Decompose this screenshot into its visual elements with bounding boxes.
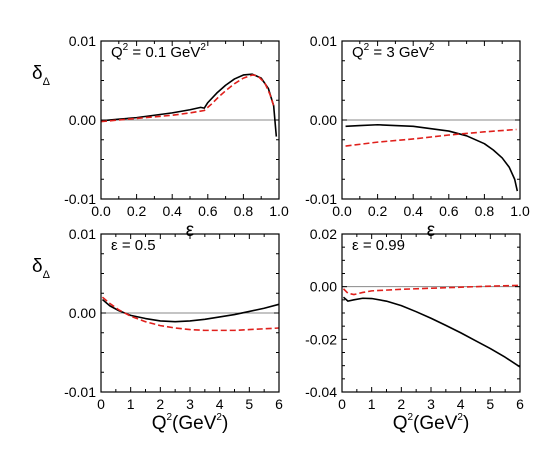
x-axis-label-superscript: 2 (216, 412, 222, 423)
x-tick-label: 6 (516, 396, 524, 412)
annotation-text: Q (111, 44, 123, 61)
x-tick-label: 0.8 (475, 203, 495, 219)
y-tick-label: -0.04 (305, 384, 337, 400)
x-axis-label-text: ) (463, 413, 469, 434)
y-axis-label: δΔ (32, 63, 51, 88)
x-tick-label: 5 (245, 396, 253, 412)
x-axis-label: ε (186, 220, 195, 241)
x-axis-label-text: (GeV (413, 413, 458, 434)
y-tick-label: 0.02 (310, 226, 337, 242)
x-axis-label: ε (427, 220, 436, 241)
chart-panel-bottom-left: 0 1 2 3 4 5 6-0.010.000.01ε = 0.5Q2(GeV2)δΔ (32, 226, 283, 434)
x-axis-label-text: ) (222, 413, 228, 434)
y-tick-label: -0.01 (64, 384, 96, 400)
y-tick-label: 0.01 (69, 226, 96, 242)
series-line-solid (100, 73, 278, 137)
y-axis-label: δΔ (32, 256, 51, 281)
y-tick-label: 0.00 (310, 112, 337, 128)
y-tick-label: -0.02 (305, 331, 337, 347)
y-tick-label: 0.00 (69, 305, 96, 321)
x-tick-label: 5 (486, 396, 494, 412)
x-tick-label: 2 (156, 396, 164, 412)
x-axis-label-text: Q (152, 413, 167, 434)
x-tick-label: 0 (97, 396, 105, 412)
x-axis-label-text: (GeV (172, 413, 217, 434)
annotation-text: ε = 0.5 (111, 237, 156, 254)
x-axis-label-superscript: 2 (166, 412, 172, 423)
panel-annotation: ε = 0.5 (111, 237, 156, 254)
chart-panel-bottom-right: 0 1 2 3 4 5 6-0.04-0.020.000.02ε = 0.99Q2(GeV2… (305, 226, 524, 434)
x-tick-label: 4 (457, 396, 465, 412)
x-axis-label-superscript: 2 (407, 412, 413, 423)
x-tick-label: 4 (216, 396, 224, 412)
annotation-text: = 0.1 GeV (128, 44, 200, 61)
series-line-solid (101, 298, 280, 323)
y-tick-label: -0.01 (64, 191, 96, 207)
x-tick-label: 0.0 (91, 203, 111, 219)
x-axis-label: Q2(GeV2) (152, 412, 229, 434)
y-tick-label: 0.01 (310, 33, 337, 49)
x-tick-label: 0.6 (198, 203, 218, 219)
x-axis-label-text: ε (186, 220, 195, 241)
y-axis-label-text: δ (32, 256, 43, 277)
annotation-text: Q (352, 44, 364, 61)
plot-frame (341, 233, 521, 393)
series-line-dashed (101, 296, 280, 332)
x-tick-label: 0.2 (368, 203, 388, 219)
x-tick-label: 1.0 (269, 203, 289, 219)
annotation-superscript: 2 (364, 42, 370, 53)
x-tick-label: 0.4 (162, 203, 182, 219)
x-tick-label: 3 (186, 396, 194, 412)
x-tick-label: 0.6 (439, 203, 459, 219)
y-tick-label: 0.00 (69, 112, 96, 128)
y-tick-label: -0.01 (305, 191, 337, 207)
x-axis-label-text: ε (427, 220, 436, 241)
y-tick-label: 0.00 (310, 279, 337, 295)
series-line-dashed (100, 74, 275, 123)
panel-annotation: Q2 = 0.1 GeV2 (111, 42, 206, 61)
y-axis-label-subscript: Δ (43, 269, 51, 281)
annotation-text: ε = 0.99 (352, 237, 405, 254)
x-tick-label: 0 (338, 396, 346, 412)
x-tick-label: 3 (427, 396, 435, 412)
series-line-solid (345, 123, 519, 192)
annotation-superscript: 2 (200, 42, 206, 53)
x-tick-label: 6 (275, 396, 283, 412)
series-line-dashed (342, 284, 521, 296)
x-tick-label: 0.8 (234, 203, 254, 219)
y-tick-label: 0.01 (69, 33, 96, 49)
x-tick-label: 1 (368, 396, 376, 412)
y-axis-label-subscript: Δ (43, 76, 51, 88)
y-axis-label-text: δ (32, 63, 43, 84)
annotation-superscript: 2 (429, 42, 435, 53)
x-tick-label: 0.0 (332, 203, 352, 219)
x-tick-label: 1 (127, 396, 135, 412)
x-tick-label: 2 (397, 396, 405, 412)
annotation-text: = 3 GeV (369, 44, 429, 61)
x-tick-label: 1.0 (510, 203, 530, 219)
panel-annotation: ε = 0.99 (352, 237, 405, 254)
series-line-solid (342, 296, 521, 368)
x-axis-label-superscript: 2 (457, 412, 463, 423)
x-tick-label: 0.2 (127, 203, 147, 219)
series-line-dashed (345, 128, 517, 147)
panel-annotation: Q2 = 3 GeV2 (352, 42, 435, 61)
x-tick-label: 0.4 (403, 203, 423, 219)
x-axis-label: Q2(GeV2) (393, 412, 470, 434)
annotation-superscript: 2 (123, 42, 129, 53)
x-axis-label-text: Q (393, 413, 408, 434)
